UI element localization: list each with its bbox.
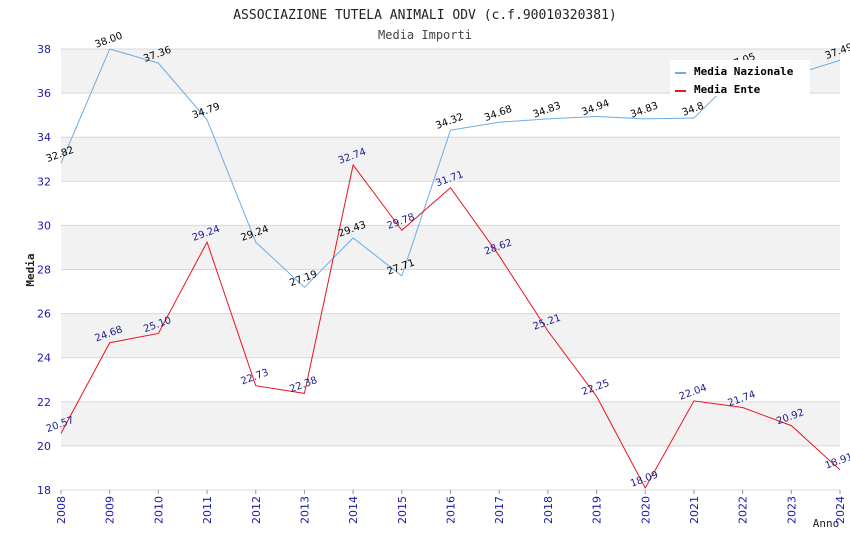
y-tick-label: 32 [37,175,51,188]
y-axis-ticks: 18 20 22 24 26 28 30 32 34 36 38 [37,43,51,497]
data-label: 38.00 [93,31,124,51]
y-tick-label: 18 [37,484,51,497]
x-tick-label: 2019 [591,496,604,524]
x-tick-label: 2012 [250,496,263,524]
plot-band [61,313,840,358]
y-tick-label: 38 [37,43,51,56]
x-tick-label: 2024 [834,496,847,524]
x-tick-label: 2021 [688,496,701,524]
y-tick-label: 36 [37,87,51,100]
legend: Media Nazionale Media Ente [670,60,810,96]
x-tick-label: 2016 [445,496,458,524]
x-axis-label: Anno [813,517,840,530]
x-tick-label: 2020 [639,496,652,524]
plot-background-bands [61,49,840,490]
y-tick-label: 24 [37,352,51,365]
x-tick-label: 2008 [55,496,68,524]
legend-label-nazionale: Media Nazionale [694,65,794,78]
plot-band [61,445,840,490]
y-tick-label: 26 [37,308,51,321]
x-tick-label: 2022 [737,496,750,524]
x-tick-label: 2010 [152,496,165,524]
series-lines [60,48,841,490]
plot-band [61,401,840,446]
legend-box [670,60,810,96]
y-axis-label: Media [24,253,37,286]
x-tick-label: 2011 [201,496,214,524]
y-tick-label: 30 [37,219,51,232]
x-axis-ticks: 2008 2009 2010 2011 2012 2013 2014 2015 2016 2017… [55,496,847,524]
x-tick-label: 2018 [542,496,555,524]
plot-band [61,225,840,270]
series-line-0 [60,48,841,289]
series-line-1 [60,163,841,490]
y-tick-label: 28 [37,264,51,277]
x-tick-label: 2013 [298,496,311,524]
grid-lines [60,48,841,494]
y-tick-label: 20 [37,440,51,453]
x-tick-label: 2017 [493,496,506,524]
x-tick-label: 2015 [396,496,409,524]
plot-band [61,269,840,314]
chart-subtitle: Media Importi [378,28,472,42]
plot-band [61,357,840,402]
plot-band [61,181,840,226]
y-tick-label: 22 [37,396,51,409]
x-tick-label: 2009 [104,496,117,524]
x-tick-label: 2014 [347,496,360,524]
legend-label-ente: Media Ente [694,83,761,96]
chart-title: ASSOCIAZIONE TUTELA ANIMALI ODV (c.f.900… [233,8,617,23]
plot-band [61,137,840,182]
x-tick-label: 2023 [785,496,798,524]
y-tick-label: 34 [37,131,51,144]
